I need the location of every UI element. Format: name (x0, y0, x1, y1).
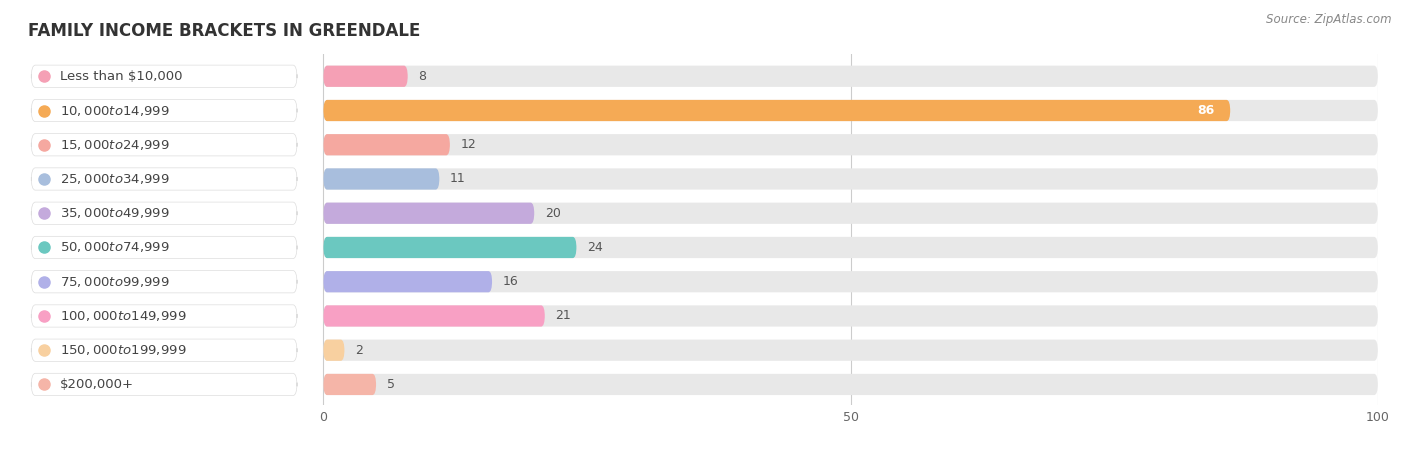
Text: 11: 11 (450, 172, 465, 185)
Text: 2: 2 (354, 344, 363, 357)
Text: 8: 8 (419, 70, 426, 83)
FancyBboxPatch shape (323, 134, 450, 155)
FancyBboxPatch shape (31, 65, 297, 87)
FancyBboxPatch shape (323, 271, 492, 292)
FancyBboxPatch shape (323, 202, 1378, 224)
FancyBboxPatch shape (323, 202, 534, 224)
FancyBboxPatch shape (31, 202, 297, 225)
Text: $200,000+: $200,000+ (59, 378, 134, 391)
FancyBboxPatch shape (323, 306, 546, 327)
Text: 21: 21 (555, 310, 571, 323)
FancyBboxPatch shape (31, 236, 297, 259)
FancyBboxPatch shape (323, 134, 1378, 155)
Text: 5: 5 (387, 378, 395, 391)
FancyBboxPatch shape (31, 134, 297, 156)
Text: Less than $10,000: Less than $10,000 (59, 70, 183, 83)
FancyBboxPatch shape (323, 271, 1378, 292)
FancyBboxPatch shape (323, 237, 1378, 258)
Text: 20: 20 (546, 207, 561, 220)
FancyBboxPatch shape (323, 374, 1378, 395)
Text: 16: 16 (503, 275, 519, 288)
FancyBboxPatch shape (323, 340, 344, 361)
FancyBboxPatch shape (323, 66, 408, 87)
Text: $150,000 to $199,999: $150,000 to $199,999 (59, 343, 186, 357)
Text: 24: 24 (588, 241, 603, 254)
FancyBboxPatch shape (31, 270, 297, 293)
FancyBboxPatch shape (323, 100, 1230, 121)
Text: $50,000 to $74,999: $50,000 to $74,999 (59, 240, 170, 255)
FancyBboxPatch shape (323, 168, 439, 189)
FancyBboxPatch shape (323, 100, 1378, 121)
Text: $100,000 to $149,999: $100,000 to $149,999 (59, 309, 186, 323)
FancyBboxPatch shape (323, 374, 377, 395)
Text: $25,000 to $34,999: $25,000 to $34,999 (59, 172, 170, 186)
FancyBboxPatch shape (323, 237, 576, 258)
Text: $35,000 to $49,999: $35,000 to $49,999 (59, 206, 170, 220)
FancyBboxPatch shape (323, 340, 1378, 361)
FancyBboxPatch shape (323, 306, 1378, 327)
FancyBboxPatch shape (31, 339, 297, 361)
FancyBboxPatch shape (31, 305, 297, 327)
Text: FAMILY INCOME BRACKETS IN GREENDALE: FAMILY INCOME BRACKETS IN GREENDALE (28, 22, 420, 40)
Text: Source: ZipAtlas.com: Source: ZipAtlas.com (1267, 14, 1392, 27)
Text: $75,000 to $99,999: $75,000 to $99,999 (59, 274, 170, 289)
FancyBboxPatch shape (31, 374, 297, 396)
Text: $15,000 to $24,999: $15,000 to $24,999 (59, 138, 170, 152)
FancyBboxPatch shape (323, 66, 1378, 87)
Text: $10,000 to $14,999: $10,000 to $14,999 (59, 104, 170, 117)
FancyBboxPatch shape (31, 99, 297, 122)
Text: 12: 12 (461, 138, 477, 151)
FancyBboxPatch shape (323, 168, 1378, 189)
Text: 86: 86 (1197, 104, 1215, 117)
FancyBboxPatch shape (31, 168, 297, 190)
